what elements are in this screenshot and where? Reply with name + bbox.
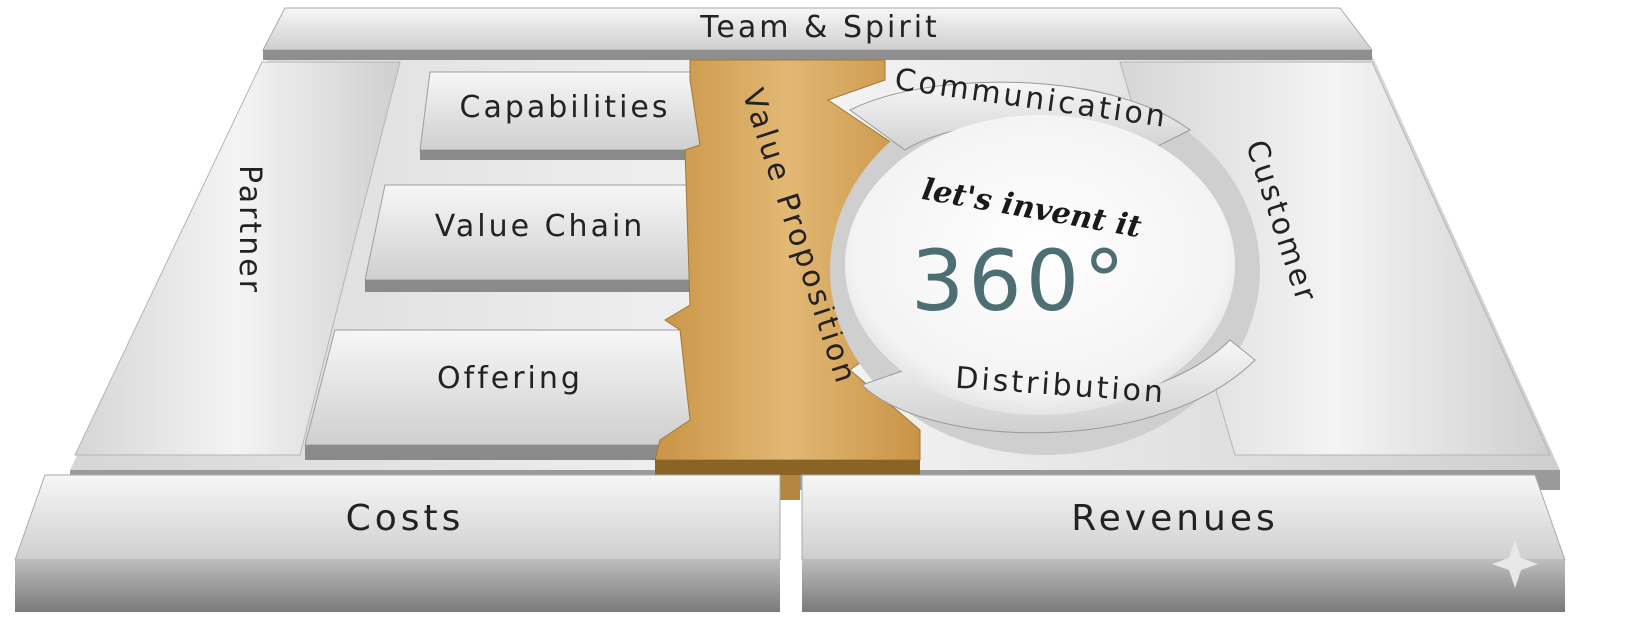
center-disc <box>845 115 1235 415</box>
offering-edge <box>305 445 700 460</box>
costs-front <box>15 560 780 612</box>
value-chain-label: Value Chain <box>435 209 646 244</box>
block-capabilities: Capabilities <box>419 71 716 160</box>
revenues-bar: Revenues <box>801 474 1566 612</box>
partner-panel: Partner <box>74 61 401 456</box>
value-proposition-edge <box>655 460 920 475</box>
revenues-front <box>802 560 1565 612</box>
partner-label: Partner <box>232 165 267 295</box>
offering-label: Offering <box>437 361 583 396</box>
block-value-chain: Value Chain <box>364 184 711 292</box>
team-spirit-bar: Team & Spirit <box>262 7 1374 60</box>
value-proposition-piece: Value Proposition <box>654 59 921 500</box>
block-offering: Offering <box>304 329 701 460</box>
team-spirit-edge <box>263 50 1372 60</box>
partner-face <box>74 61 401 456</box>
sparkle-icon <box>1492 540 1538 588</box>
capabilities-label: Capabilities <box>460 90 671 125</box>
team-spirit-label: Team & Spirit <box>699 10 940 45</box>
costs-bar: Costs <box>14 474 781 612</box>
revenues-label: Revenues <box>1071 498 1279 539</box>
value-chain-edge <box>365 280 710 292</box>
degree-text: 360° <box>911 232 1129 330</box>
costs-label: Costs <box>346 498 465 539</box>
center-ring: let's invent it 360° Communication Distr… <box>830 62 1260 455</box>
value-proposition-stem <box>778 475 800 500</box>
capabilities-edge <box>420 150 715 160</box>
